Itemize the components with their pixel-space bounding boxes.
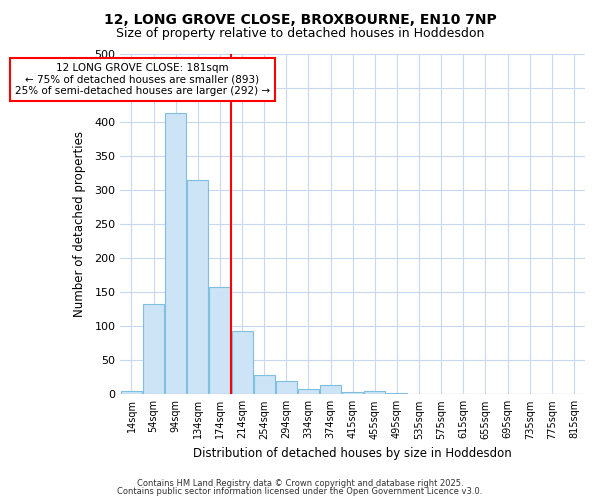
Bar (364, 391, 385, 394)
Bar (386, 393, 407, 394)
Text: Contains HM Land Registry data © Crown copyright and database right 2025.: Contains HM Land Registry data © Crown c… (137, 478, 463, 488)
Text: Size of property relative to detached houses in Hoddesdon: Size of property relative to detached ho… (116, 28, 484, 40)
Bar (254, 374, 275, 394)
Bar (276, 380, 297, 394)
Bar (121, 391, 142, 394)
Bar (298, 389, 319, 394)
Text: 12, LONG GROVE CLOSE, BROXBOURNE, EN10 7NP: 12, LONG GROVE CLOSE, BROXBOURNE, EN10 7… (104, 12, 496, 26)
Bar (209, 288, 230, 395)
X-axis label: Distribution of detached houses by size in Hoddesdon: Distribution of detached houses by size … (193, 447, 512, 460)
Bar (232, 331, 253, 394)
Bar (165, 113, 186, 394)
Y-axis label: Number of detached properties: Number of detached properties (73, 131, 86, 317)
Bar (187, 180, 208, 394)
Text: 12 LONG GROVE CLOSE: 181sqm
← 75% of detached houses are smaller (893)
25% of se: 12 LONG GROVE CLOSE: 181sqm ← 75% of det… (15, 63, 270, 96)
Text: Contains public sector information licensed under the Open Government Licence v3: Contains public sector information licen… (118, 487, 482, 496)
Bar (143, 304, 164, 394)
Bar (320, 385, 341, 394)
Bar (342, 392, 363, 394)
